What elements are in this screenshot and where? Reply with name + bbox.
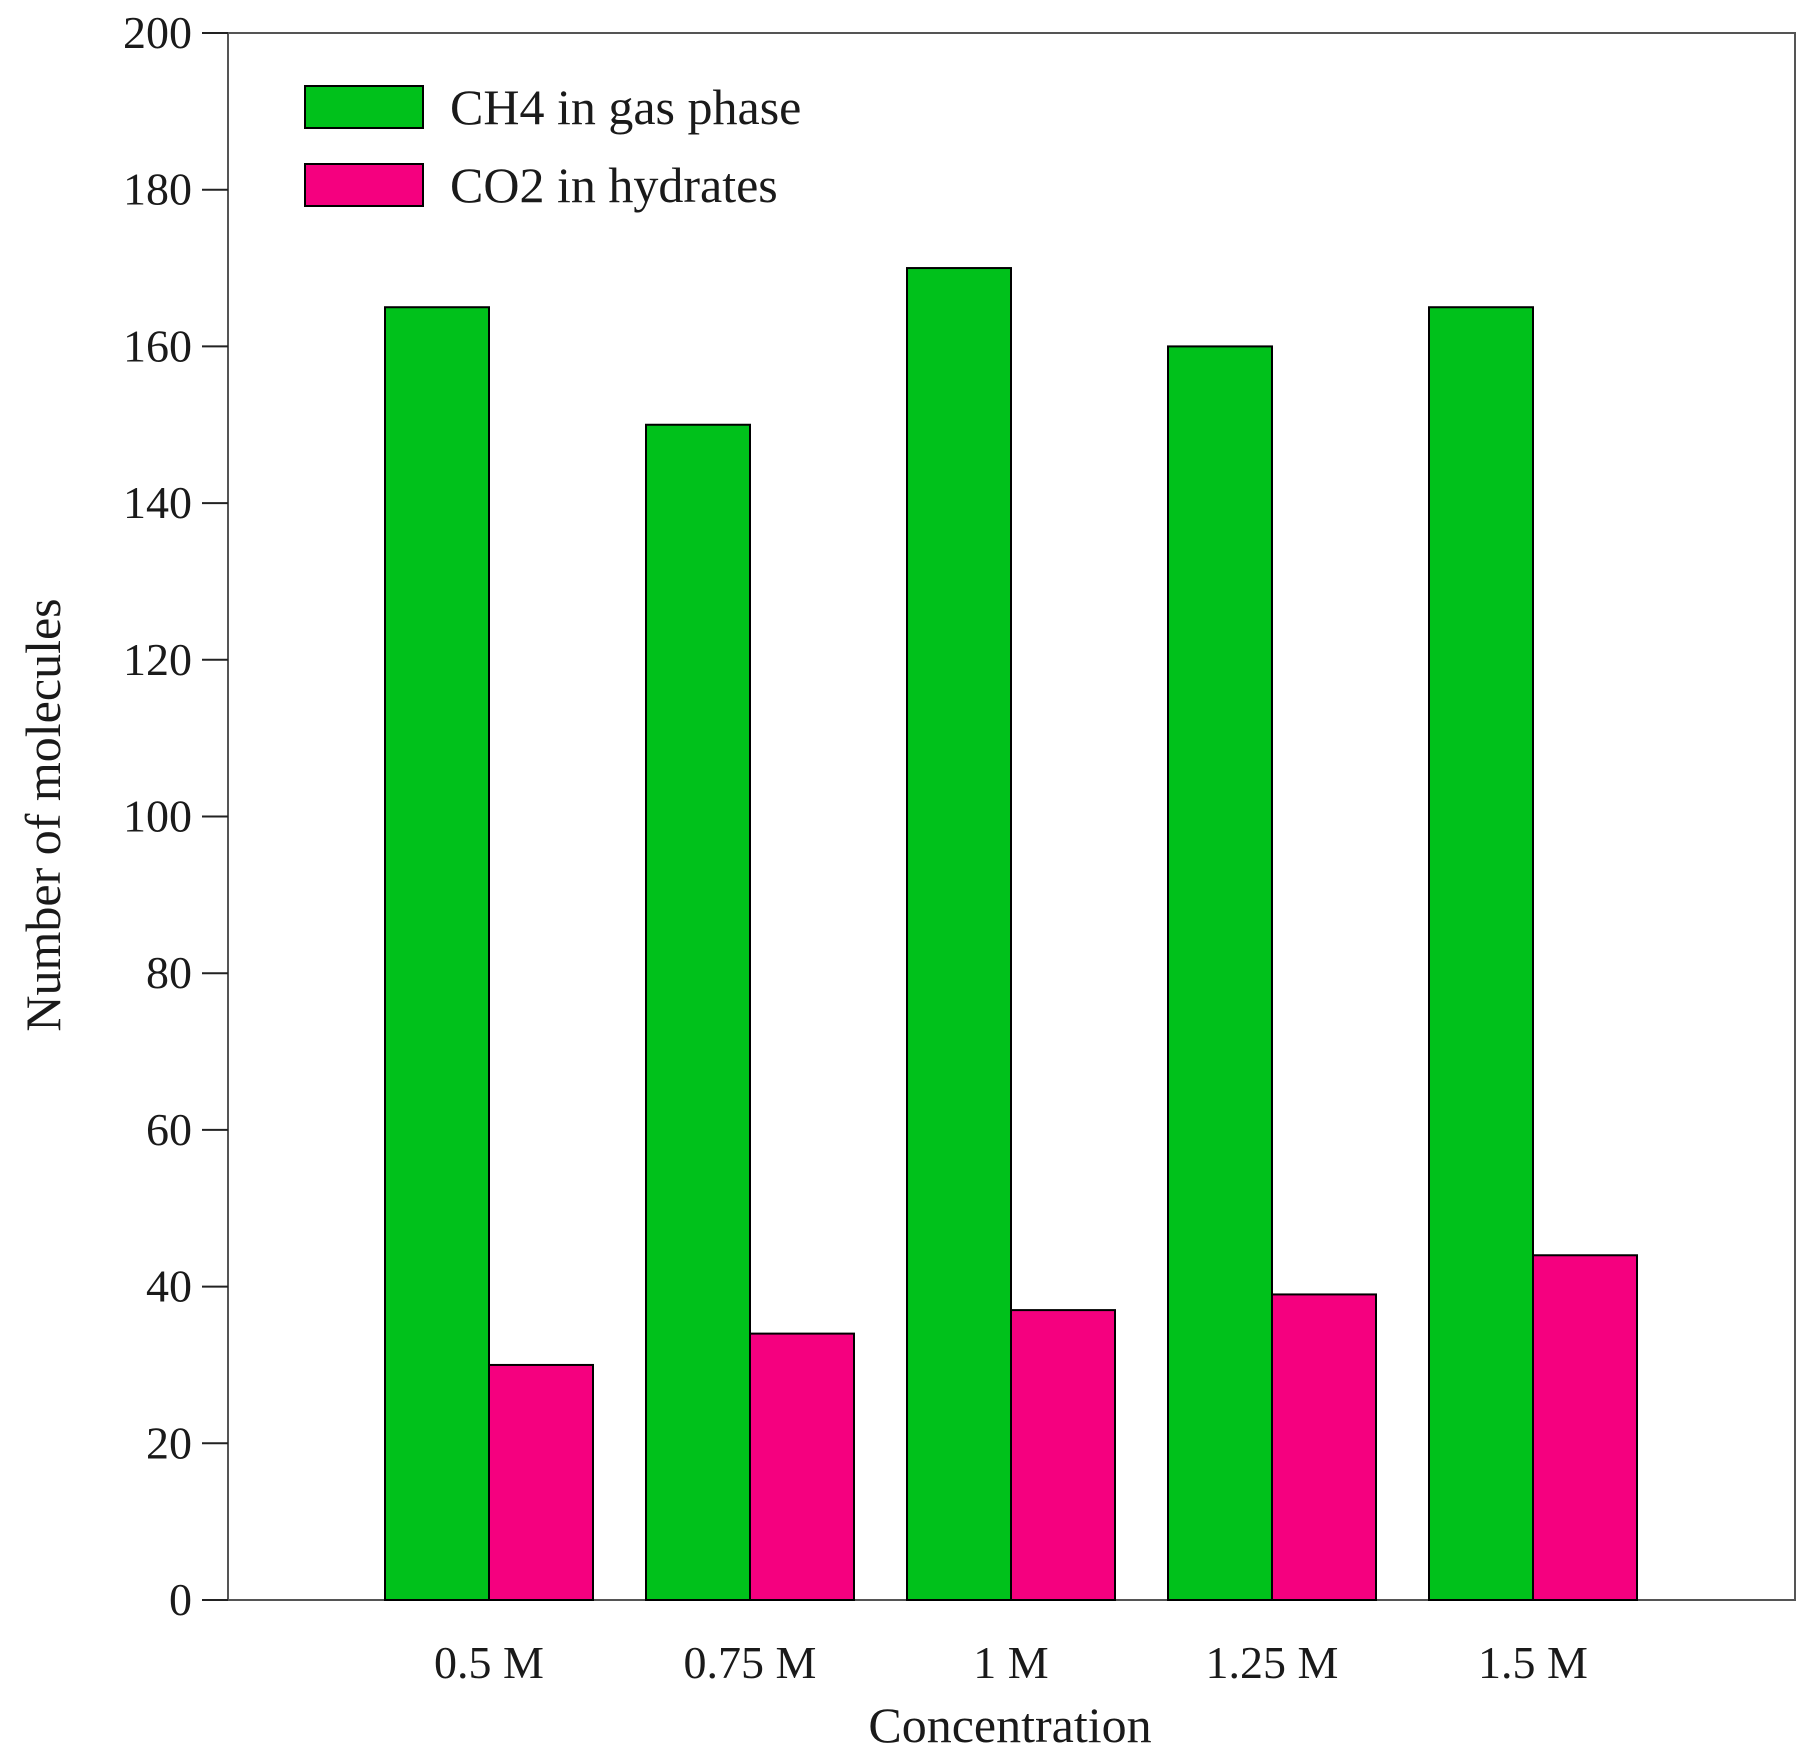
x-axis-title: Concentration [868,1697,1151,1753]
bar-co2-0 [488,1363,594,1601]
bar-co2-3 [1271,1293,1377,1602]
y-tick-label: 180 [123,164,192,215]
y-tick-label: 80 [146,947,192,998]
y-axis: 0 20 40 60 80 100 120 140 160 180 200 [123,7,228,1625]
y-axis-title: Number of molecules [15,598,71,1031]
y-tick-label: 100 [123,791,192,842]
legend-label-ch4: CH4 in gas phase [450,79,801,135]
x-tick-label: 1.5 M [1478,1637,1588,1688]
y-tick-label: 60 [146,1104,192,1155]
x-tick-label: 1 M [973,1637,1048,1688]
bar-co2-1 [749,1332,855,1601]
y-tick-label: 200 [123,7,192,58]
x-tick-label: 0.75 M [684,1637,817,1688]
bar-co2-2 [1010,1309,1116,1601]
x-tick-label: 1.25 M [1206,1637,1339,1688]
legend-label-co2: CO2 in hydrates [450,157,778,213]
bar-ch4-3 [1167,345,1273,1601]
y-tick-label: 160 [123,320,192,371]
x-tick-label: 0.5 M [434,1637,544,1688]
y-tick-label: 120 [123,634,192,685]
y-tick-label: 20 [146,1417,192,1468]
bars-group [384,267,1638,1602]
bar-ch4-4 [1428,306,1534,1602]
y-tick-label: 140 [123,477,192,528]
y-tick-label: 40 [146,1261,192,1312]
x-axis: 0.5 M 0.75 M 1 M 1.25 M 1.5 M [434,1637,1588,1688]
legend-swatch-co2 [304,163,424,207]
bar-ch4-2 [906,267,1012,1601]
bar-ch4-1 [645,423,751,1601]
bar-ch4-0 [384,306,490,1602]
y-tick-label: 0 [169,1574,192,1625]
legend-swatch-ch4 [304,85,424,129]
legend: CH4 in gas phase CO2 in hydrates [304,79,801,213]
bar-co2-4 [1532,1254,1638,1601]
